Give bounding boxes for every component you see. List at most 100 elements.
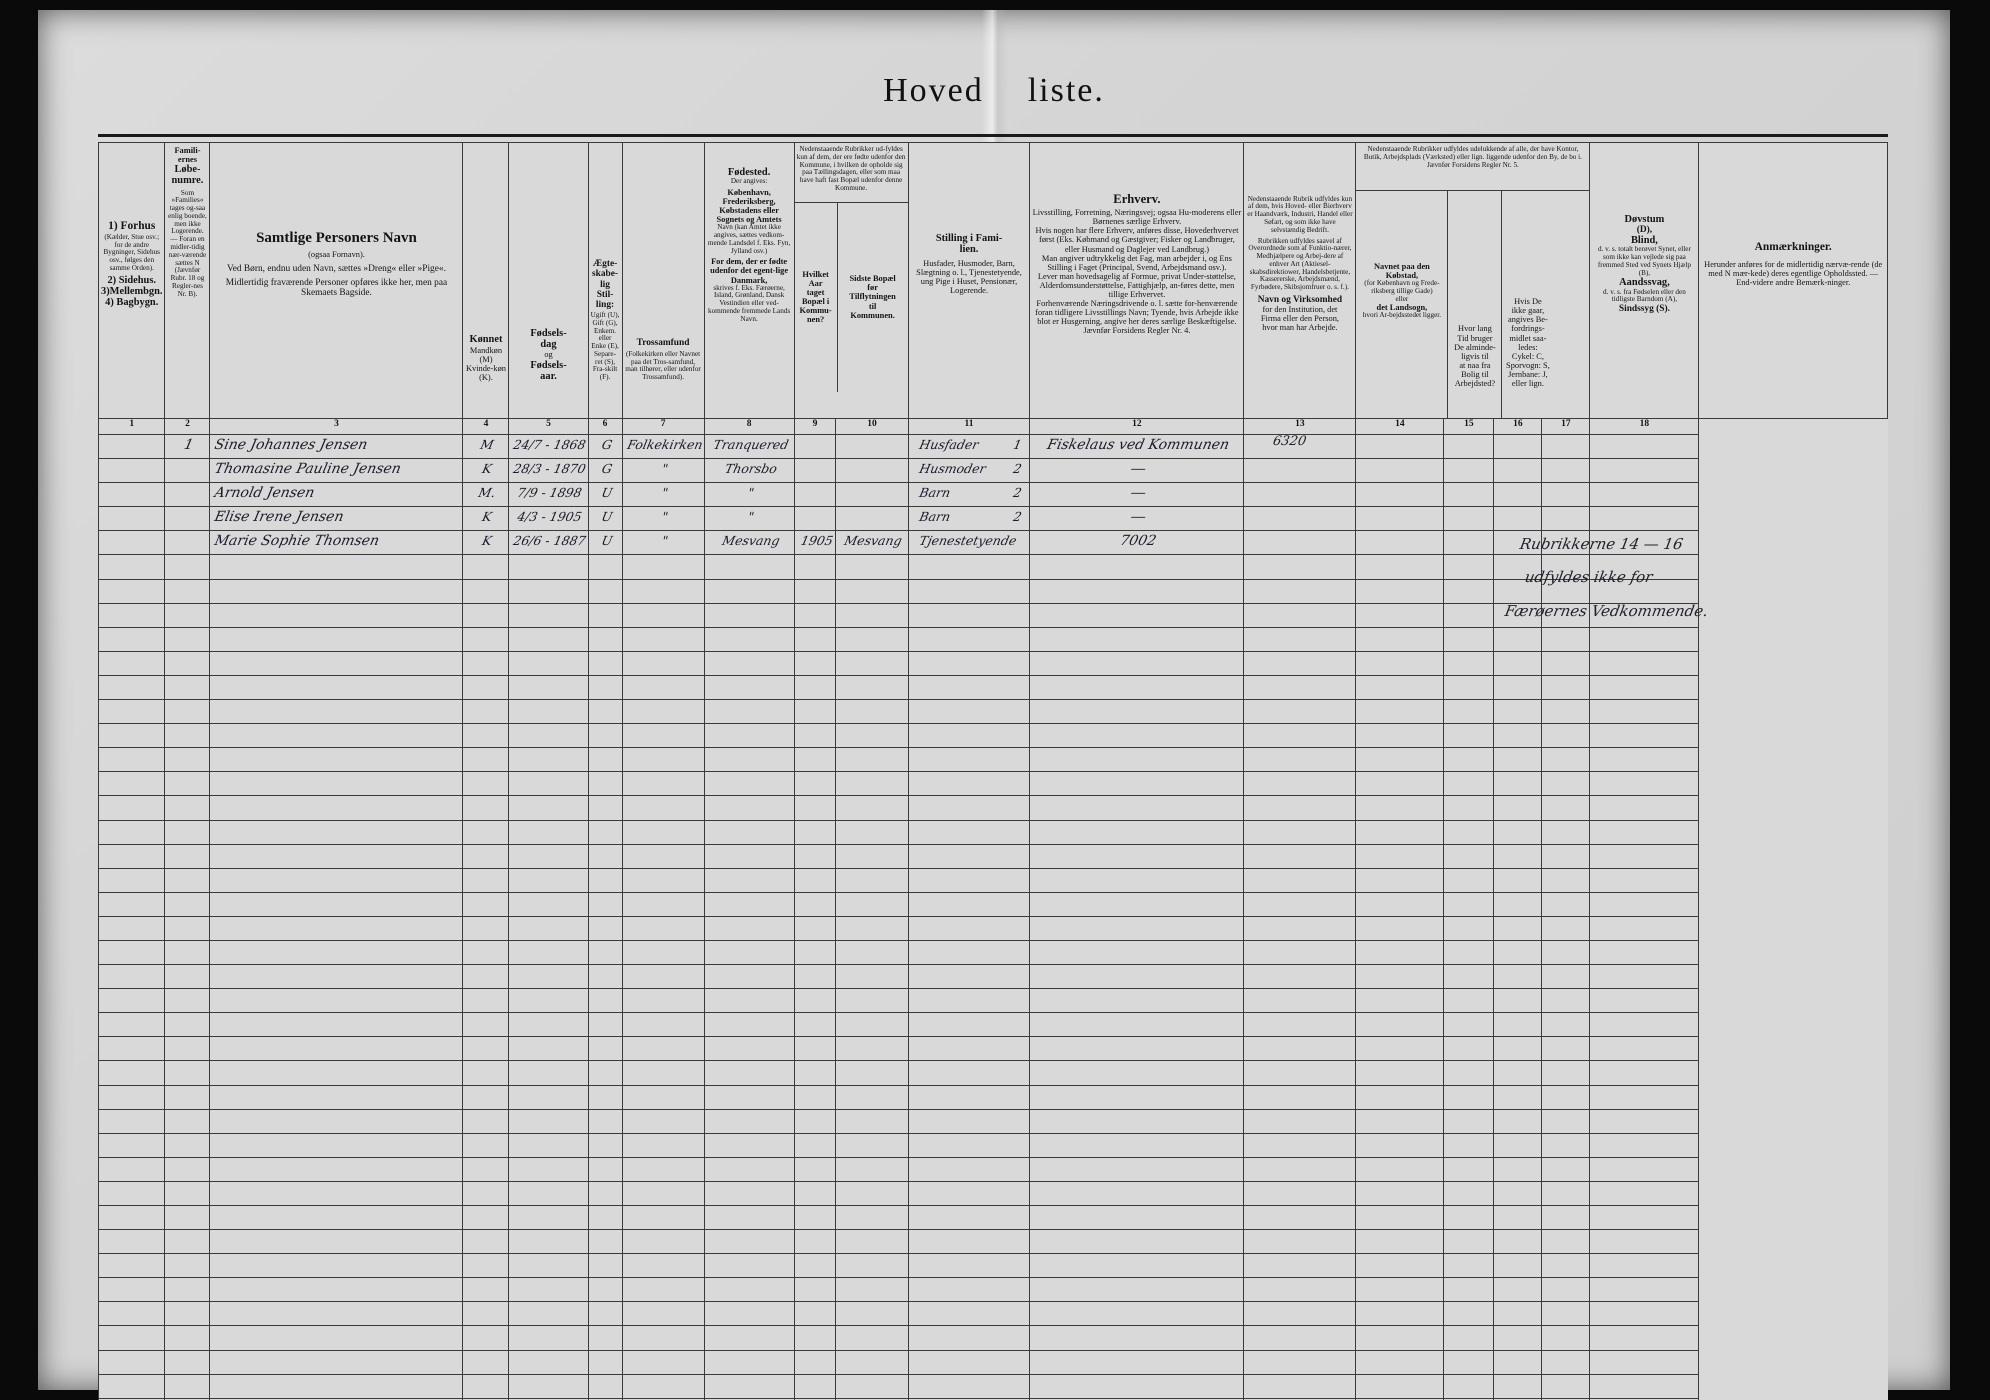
cell-empty[interactable] xyxy=(835,1060,909,1086)
cell-empty[interactable] xyxy=(1443,578,1495,604)
cell-empty[interactable] xyxy=(1029,554,1245,580)
cell-empty[interactable] xyxy=(1243,1229,1357,1255)
cell-empty[interactable] xyxy=(1589,626,1700,652)
cell-empty[interactable] xyxy=(209,650,464,676)
cell-empty[interactable] xyxy=(97,1397,166,1400)
cell-empty[interactable] xyxy=(703,578,795,604)
cell-rejsetid[interactable] xyxy=(1443,530,1495,556)
cell-empty[interactable] xyxy=(1029,723,1245,749)
cell-empty[interactable] xyxy=(1443,867,1495,893)
cell-empty[interactable] xyxy=(462,747,510,773)
cell-empty[interactable] xyxy=(508,915,589,941)
cell-empty[interactable] xyxy=(1541,915,1591,941)
cell-empty[interactable] xyxy=(1029,819,1245,845)
cell-empty[interactable] xyxy=(907,795,1031,821)
cell-empty[interactable] xyxy=(793,939,837,966)
cell-empty[interactable] xyxy=(793,723,837,749)
cell-empty[interactable] xyxy=(1493,795,1543,821)
cell-empty[interactable] xyxy=(1589,1084,1700,1110)
cell-lobenummer[interactable] xyxy=(164,458,211,484)
cell-empty[interactable] xyxy=(907,988,1031,1014)
cell-empty[interactable] xyxy=(1541,650,1591,676)
cell-empty[interactable] xyxy=(209,674,464,701)
cell-empty[interactable] xyxy=(1443,650,1495,676)
cell-empty[interactable] xyxy=(1589,602,1700,628)
cell-empty[interactable] xyxy=(703,626,795,652)
cell-empty[interactable] xyxy=(1493,1229,1543,1255)
cell-empty[interactable] xyxy=(1541,1373,1591,1399)
cell-empty[interactable] xyxy=(462,1180,510,1207)
cell-empty[interactable] xyxy=(164,1229,211,1255)
cell-empty[interactable] xyxy=(835,699,909,725)
cell-empty[interactable] xyxy=(1243,626,1357,652)
cell-trossamfund[interactable]: " xyxy=(621,458,705,484)
cell-empty[interactable] xyxy=(1493,891,1543,917)
cell-empty[interactable] xyxy=(164,674,211,701)
cell-empty[interactable] xyxy=(793,1084,837,1110)
cell-koen[interactable]: M xyxy=(462,433,510,460)
cell-empty[interactable] xyxy=(793,1036,837,1062)
cell-empty[interactable] xyxy=(462,1253,510,1279)
cell-empty[interactable] xyxy=(209,1373,464,1399)
cell-empty[interactable] xyxy=(1355,1204,1445,1231)
cell-empty[interactable] xyxy=(508,819,589,845)
cell-empty[interactable] xyxy=(835,1325,909,1351)
cell-empty[interactable] xyxy=(1029,1012,1245,1038)
cell-empty[interactable] xyxy=(1541,747,1591,773)
cell-empty[interactable] xyxy=(1589,747,1700,773)
cell-empty[interactable] xyxy=(1541,964,1591,990)
cell-koen[interactable]: K xyxy=(462,530,510,556)
cell-empty[interactable] xyxy=(1493,1204,1543,1231)
cell-empty[interactable] xyxy=(907,1301,1031,1327)
cell-aegteskab[interactable]: U xyxy=(587,506,623,532)
cell-empty[interactable] xyxy=(209,843,464,869)
cell-empty[interactable] xyxy=(462,1229,510,1255)
cell-empty[interactable] xyxy=(1493,1156,1543,1182)
cell-empty[interactable] xyxy=(97,723,166,749)
cell-empty[interactable] xyxy=(1029,795,1245,821)
cell-empty[interactable] xyxy=(1243,1180,1357,1207)
cell-empty[interactable] xyxy=(1355,699,1445,725)
cell-empty[interactable] xyxy=(1355,795,1445,821)
cell-befordring[interactable] xyxy=(1493,433,1543,460)
cell-empty[interactable] xyxy=(1589,1036,1700,1062)
cell-empty[interactable] xyxy=(97,1204,166,1231)
cell-empty[interactable] xyxy=(508,964,589,990)
cell-empty[interactable] xyxy=(508,1397,589,1400)
cell-lobenummer[interactable] xyxy=(164,530,211,556)
cell-empty[interactable] xyxy=(793,891,837,917)
cell-empty[interactable] xyxy=(164,578,211,604)
cell-empty[interactable] xyxy=(793,602,837,628)
cell-empty[interactable] xyxy=(1589,1156,1700,1182)
cell-empty[interactable] xyxy=(462,1132,510,1158)
cell-koen[interactable]: M. xyxy=(462,482,510,508)
cell-empty[interactable] xyxy=(1443,795,1495,821)
cell-empty[interactable] xyxy=(1443,1325,1495,1351)
cell-empty[interactable] xyxy=(462,554,510,580)
cell-empty[interactable] xyxy=(1243,1277,1357,1303)
cell-empty[interactable] xyxy=(1243,964,1357,990)
cell-empty[interactable] xyxy=(1541,771,1591,797)
cell-erhverv[interactable]: ― xyxy=(1029,458,1245,484)
cell-erhverv[interactable]: ― xyxy=(1029,482,1245,508)
cell-empty[interactable] xyxy=(703,915,795,941)
cell-empty[interactable] xyxy=(1243,1373,1357,1399)
cell-empty[interactable] xyxy=(1243,723,1357,749)
cell-bopaelsaar[interactable]: 1905 xyxy=(793,530,837,556)
cell-empty[interactable] xyxy=(1243,650,1357,676)
cell-empty[interactable] xyxy=(462,650,510,676)
cell-empty[interactable] xyxy=(1493,867,1543,893)
cell-erhverv[interactable]: Fiskelaus ved Kommunen xyxy=(1029,433,1245,460)
cell-empty[interactable] xyxy=(164,699,211,725)
cell-empty[interactable] xyxy=(1443,964,1495,990)
cell-empty[interactable] xyxy=(1355,578,1445,604)
cell-empty[interactable] xyxy=(907,674,1031,701)
cell-empty[interactable] xyxy=(835,747,909,773)
cell-empty[interactable] xyxy=(209,578,464,604)
cell-empty[interactable] xyxy=(1541,674,1591,701)
cell-empty[interactable] xyxy=(835,1132,909,1158)
cell-empty[interactable] xyxy=(703,723,795,749)
cell-empty[interactable] xyxy=(703,699,795,725)
cell-empty[interactable] xyxy=(1443,699,1495,725)
cell-empty[interactable] xyxy=(907,891,1031,917)
